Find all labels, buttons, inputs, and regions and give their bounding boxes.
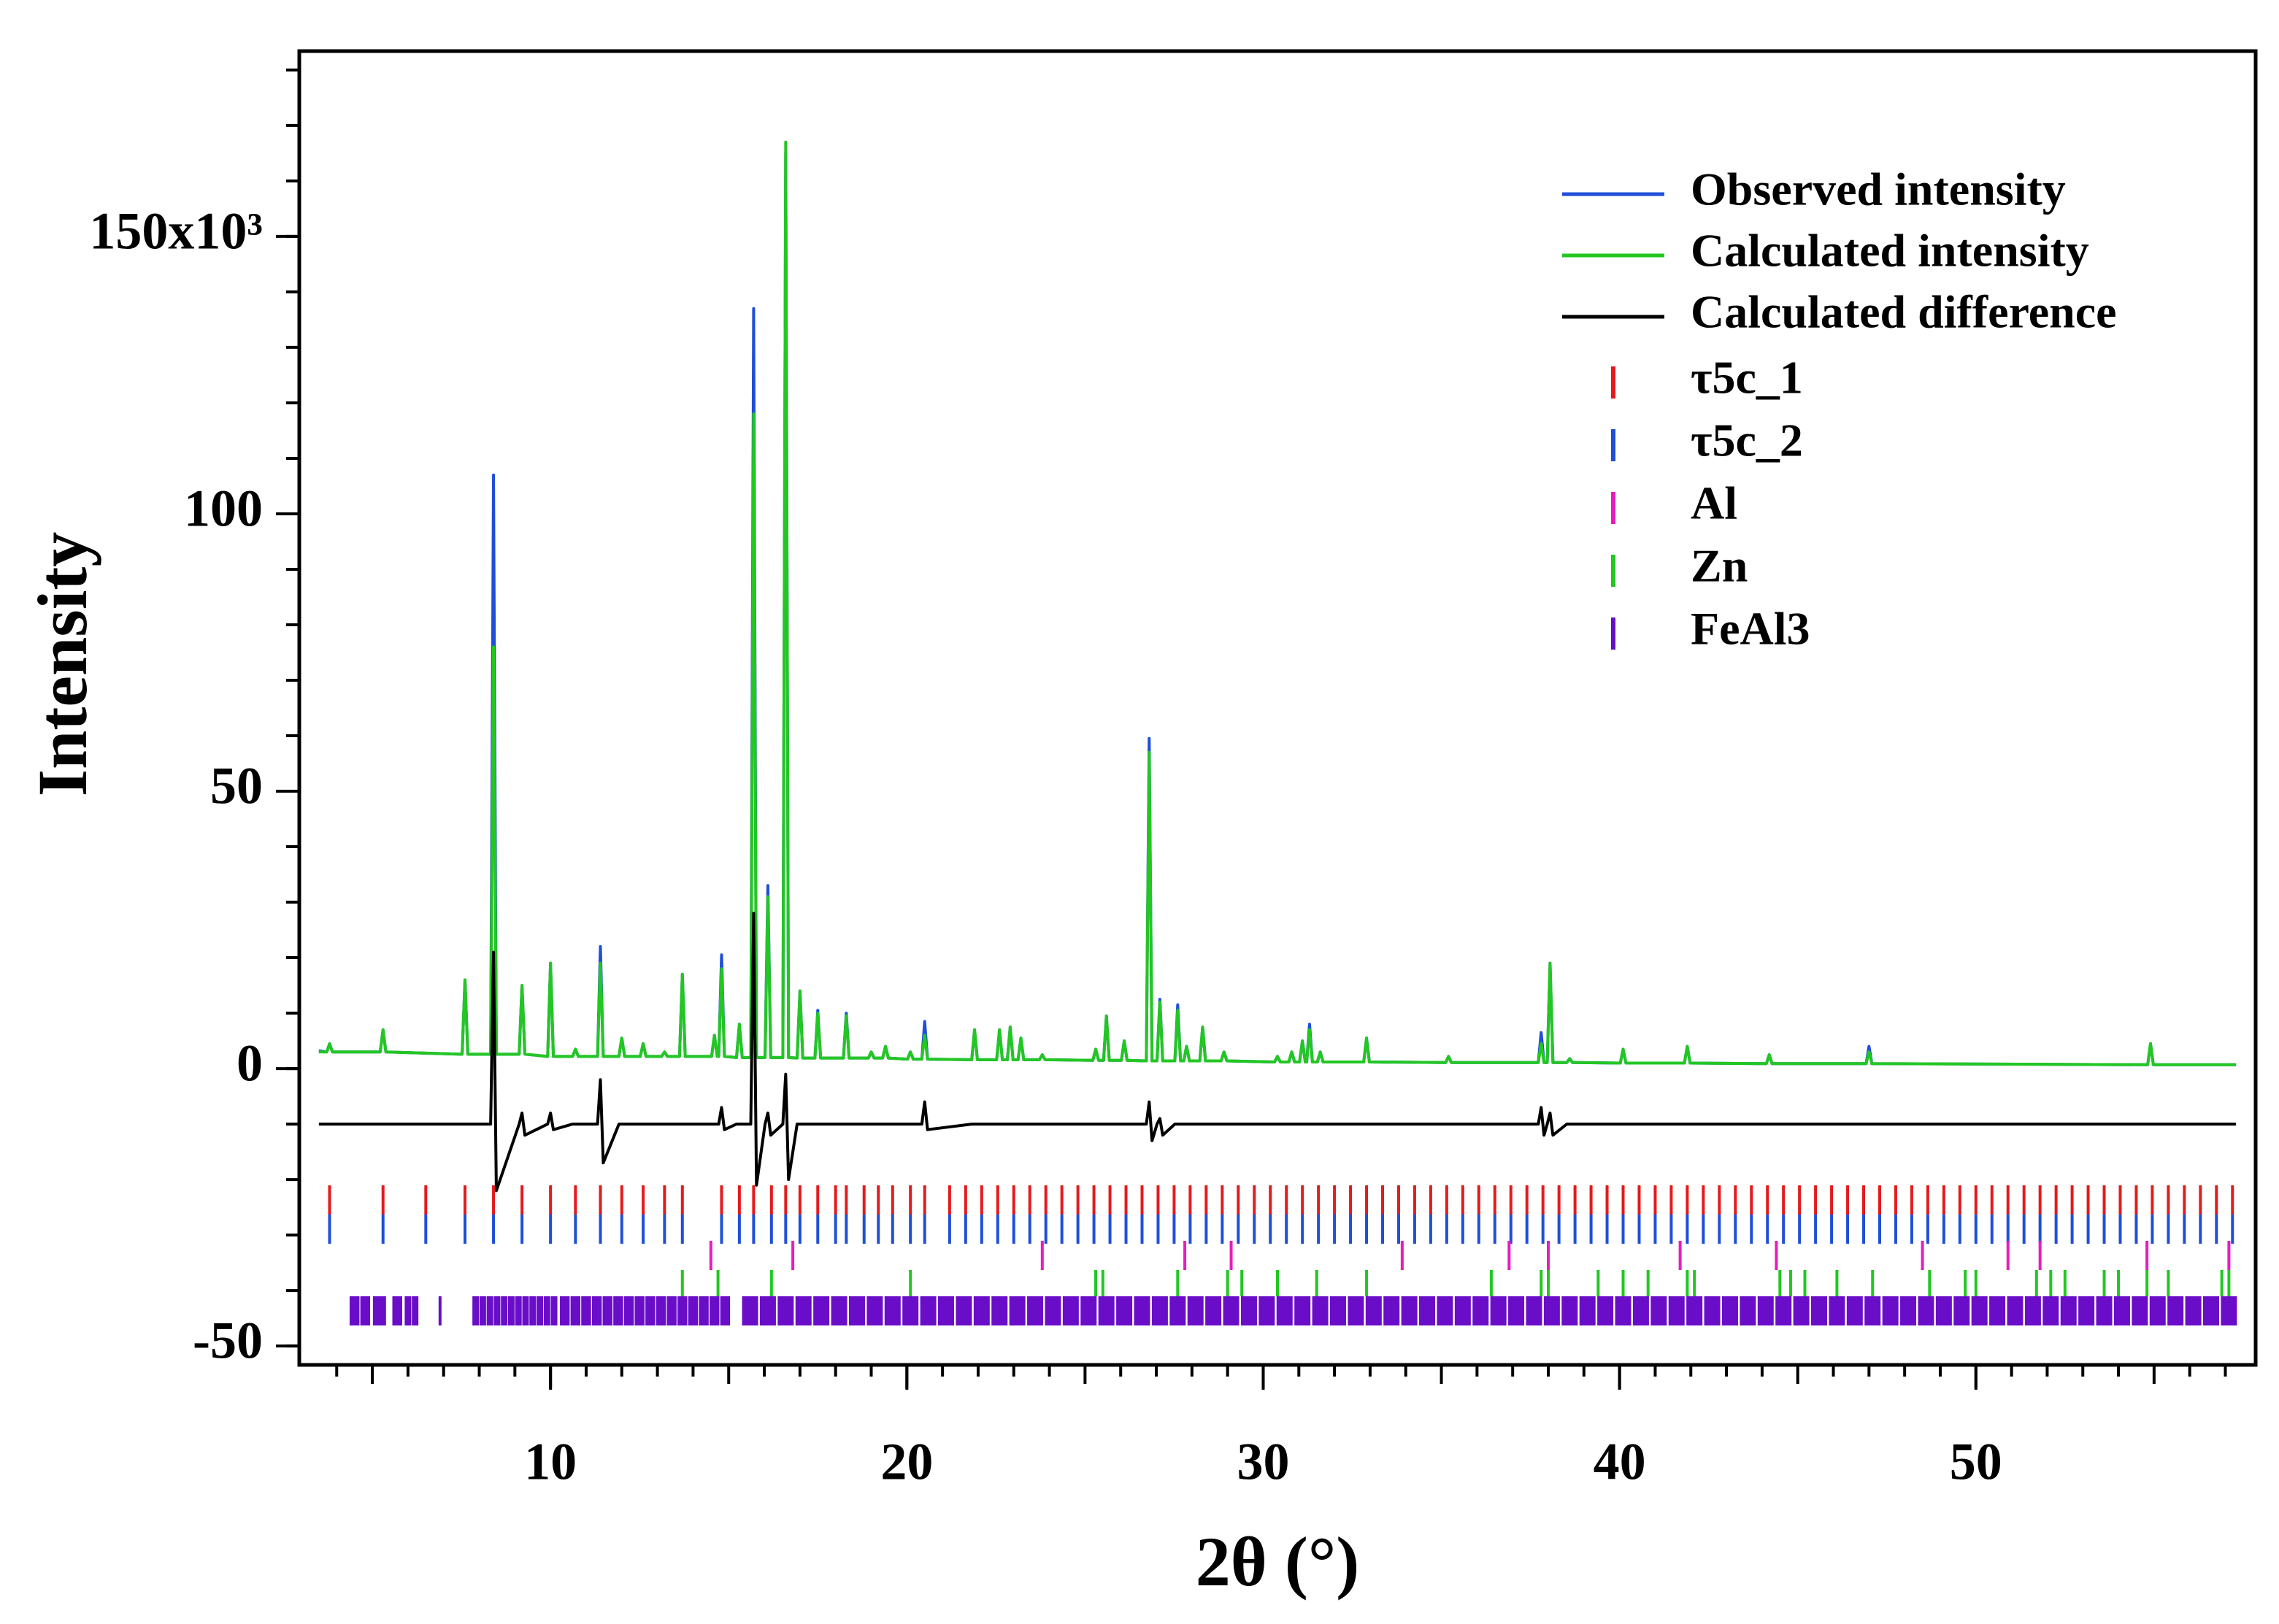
x-axis-title: 2θ (°): [1196, 1523, 1359, 1601]
legend-label: FeAl3: [1691, 603, 1810, 655]
plot-frame: [297, 49, 2258, 1367]
legend-label: Observed intensity: [1691, 163, 2066, 215]
legend-label: τ5c_2: [1691, 415, 1803, 466]
reflection-group: [328, 1215, 2234, 1244]
reflection-group: [328, 1185, 2234, 1215]
x-tick-label: 40: [1594, 1433, 1646, 1491]
y-tick-label: 50: [210, 757, 263, 815]
y-axis-title: Intensity: [23, 532, 101, 797]
legend-label: Zn: [1691, 540, 1748, 592]
y-tick-label: 150x10³: [89, 201, 263, 260]
series-line: [318, 912, 2237, 1193]
y-tick-label: 0: [237, 1034, 263, 1093]
x-tick-label: 50: [1950, 1433, 2002, 1491]
reflection-group: [680, 1270, 2231, 1296]
series-line: [318, 140, 2237, 1066]
legend-label: Al: [1691, 477, 1737, 529]
reflection-group: [709, 1241, 2231, 1270]
reflection-group: [349, 1296, 2237, 1325]
x-tick-label: 10: [524, 1433, 577, 1491]
legend-label: Calculated difference: [1691, 286, 2117, 338]
legend-label: τ5c_1: [1691, 352, 1803, 404]
x-tick-label: 30: [1237, 1433, 1289, 1491]
legend-label: Calculated intensity: [1691, 225, 2089, 277]
y-tick-label: 100: [184, 479, 263, 537]
x-tick-label: 20: [880, 1433, 933, 1491]
y-tick-label: -50: [193, 1312, 263, 1370]
